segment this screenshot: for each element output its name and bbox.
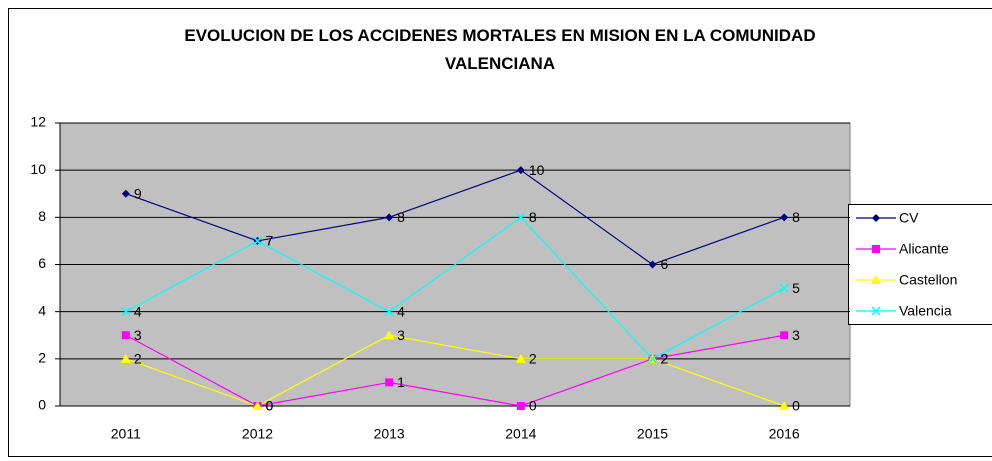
data-label: 9	[134, 185, 142, 201]
data-point	[648, 260, 657, 269]
x-tick-label: 2014	[505, 426, 536, 442]
series-line	[125, 169, 785, 266]
data-label: 8	[529, 209, 537, 225]
data-point	[385, 213, 394, 222]
x-tick-label: 2016	[769, 426, 800, 442]
legend-label: CV	[899, 210, 919, 226]
data-label: 8	[792, 209, 800, 225]
data-point	[516, 166, 525, 175]
data-point	[780, 331, 789, 340]
data-point	[252, 401, 263, 410]
chart-title: EVOLUCION DE LOS ACCIDENES MORTALES EN M…	[184, 26, 816, 73]
data-point	[515, 353, 526, 363]
data-label: 2	[661, 351, 669, 367]
legend-box	[848, 204, 992, 325]
data-point	[121, 189, 130, 198]
data-point	[647, 354, 658, 364]
y-tick-label: 4	[38, 302, 46, 318]
legend-label: Valencia	[899, 303, 952, 319]
data-label: 1	[397, 374, 405, 390]
y-tick-label: 0	[38, 397, 46, 413]
data-label: 4	[134, 303, 142, 319]
y-tick-label: 8	[38, 208, 46, 224]
legend-label: Castellon	[899, 272, 957, 288]
data-label: 0	[792, 398, 800, 414]
legend-marker	[871, 306, 881, 316]
legend-marker	[872, 245, 880, 253]
data-label: 0	[529, 398, 537, 414]
y-tick-label: 10	[30, 161, 46, 177]
data-point	[385, 378, 394, 387]
y-tick-label: 12	[30, 114, 46, 130]
data-point	[120, 353, 131, 363]
data-label: 6	[661, 256, 669, 272]
data-point	[516, 212, 526, 222]
data-label: 4	[397, 303, 405, 319]
y-tick-label: 2	[38, 350, 46, 366]
data-point	[121, 307, 131, 317]
data-point	[779, 401, 790, 410]
x-tick-label: 2012	[242, 426, 273, 442]
data-label: 2	[661, 351, 669, 367]
data-label: 10	[529, 162, 545, 178]
data-point	[384, 307, 394, 317]
legend-marker	[871, 275, 881, 284]
data-label: 2	[134, 351, 142, 367]
data-label: 7	[266, 233, 274, 249]
x-tick-label: 2015	[637, 426, 668, 442]
legend-label: Alicante	[899, 241, 949, 257]
data-label: 2	[661, 351, 669, 367]
data-label: 7	[266, 233, 274, 249]
series-line	[125, 334, 785, 407]
data-label: 0	[266, 398, 274, 414]
data-label: 3	[134, 327, 142, 343]
data-point	[252, 236, 263, 246]
data-label: 3	[792, 327, 800, 343]
data-label: 8	[397, 209, 405, 225]
data-point	[780, 213, 789, 222]
series-line	[125, 334, 785, 407]
series-line	[125, 216, 785, 360]
data-label: 2	[529, 351, 537, 367]
data-point	[779, 283, 789, 293]
data-label: 3	[397, 327, 405, 343]
data-point	[384, 330, 395, 340]
legend-marker	[872, 214, 880, 222]
data-label: 0	[266, 398, 274, 414]
data-point	[121, 331, 130, 340]
x-tick-label: 2013	[374, 426, 405, 442]
data-point	[516, 402, 525, 410]
data-label: 5	[792, 280, 800, 296]
x-tick-label: 2011	[111, 426, 141, 442]
y-tick-label: 6	[38, 255, 46, 271]
